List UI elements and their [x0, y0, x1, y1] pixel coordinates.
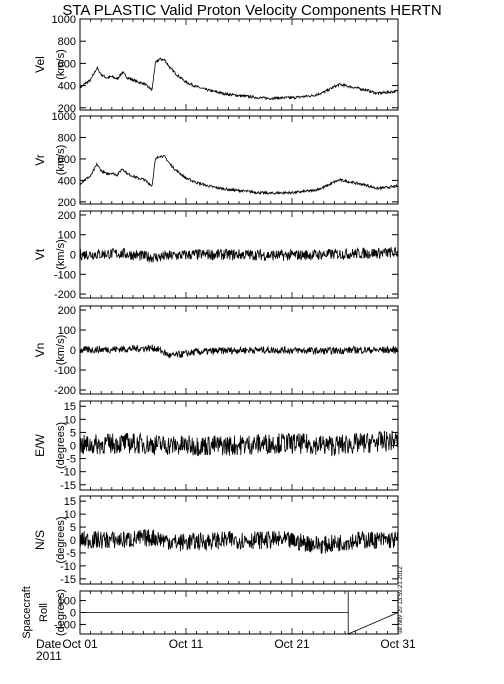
panel-ns-ytick-label: 5: [70, 522, 76, 534]
x-tick-label: Oct 31: [380, 637, 416, 651]
x-tick-label: Oct 21: [274, 637, 310, 651]
x-tick-label: Oct 01: [62, 637, 98, 651]
panel-vr-series-line: [79, 154, 399, 196]
panel-ew-unit: (degrees): [55, 422, 67, 469]
panel-roll-label2: Roll: [38, 603, 50, 622]
panel-vel-ytick-label: 1000: [52, 14, 76, 26]
panel-vn-series-line: [79, 344, 399, 359]
panel-ns-ytick-label: 15: [64, 496, 76, 508]
panel-vr-unit: (km/s): [55, 145, 67, 176]
panel-ns-ytick-label: -15: [60, 574, 76, 586]
panel-vt-unit: (km/s): [55, 239, 67, 270]
panel-ew-ytick-label: -5: [66, 454, 76, 466]
panel-vt-series-line: [79, 246, 399, 263]
panel-ew-ytick-label: -15: [60, 480, 76, 492]
panel-vt-ytick-label: 100: [58, 230, 76, 242]
panel-ns-ytick-label: -5: [66, 548, 76, 560]
panel-ns-ytick-label: 0: [70, 535, 76, 547]
panel-ns-ytick-label: 10: [64, 509, 76, 521]
panel-roll-series-line: [80, 591, 399, 635]
panel-vr-label: Vr: [33, 154, 47, 166]
panel-vn-label: Vn: [33, 343, 47, 358]
panel-roll-ytick-label: 0: [70, 608, 76, 620]
panel-ew-series-line: [79, 430, 399, 457]
panel-vr-ytick-label: 600: [58, 154, 76, 166]
panel-vt-ytick-label: 0: [70, 250, 76, 262]
panel-roll-label: Spacecraft: [21, 586, 33, 639]
panel-vel-unit: (km/s): [55, 49, 67, 80]
x-tick-label: Oct 11: [169, 637, 204, 651]
year-label: 2011: [36, 649, 62, 663]
date-label: Date: [36, 637, 62, 651]
panel-vt-ytick-label: -100: [54, 269, 76, 281]
panel-vr-ytick-label: 200: [58, 197, 76, 209]
panel-vt-ytick-label: 200: [58, 210, 76, 222]
panel-ew-label: E/W: [33, 433, 47, 456]
panel-vel-label: Vel: [33, 56, 47, 73]
panel-vr-ytick-label: 1000: [52, 111, 76, 123]
timestamp: ue Nov 20 13:59:21 2012: [398, 566, 404, 634]
panel-vel-ytick-label: 800: [58, 36, 76, 48]
panel-vn-ytick-label: -200: [54, 385, 76, 397]
panel-vn-ytick-label: 200: [58, 305, 76, 317]
panel-vel-ytick-label: 200: [58, 103, 76, 115]
panel-vel-ytick-label: 400: [58, 81, 76, 93]
panel-vn-unit: (km/s): [55, 335, 67, 366]
panel-vr-ytick-label: 800: [58, 132, 76, 144]
panel-vel-ytick-label: 600: [58, 58, 76, 70]
panel-vel-frame: [79, 18, 399, 111]
panel-roll-ytick-label: -100: [54, 619, 76, 631]
panel-vn-ytick-label: 0: [70, 345, 76, 357]
panel-ew-ytick-label: 15: [64, 401, 76, 413]
panel-vt-ytick-label: -200: [54, 289, 76, 301]
panel-ew-ytick-label: -10: [60, 467, 76, 479]
panel-ew-ytick-label: 10: [64, 414, 76, 426]
panel-vn-ytick-label: -100: [54, 365, 76, 377]
panel-roll-ytick-label: 100: [58, 596, 76, 608]
panel-ns-label: N/S: [33, 530, 47, 550]
panel-vel-series-line: [79, 57, 399, 101]
panel-ns-series-line: [79, 529, 399, 554]
chart-title: STA PLASTIC Valid Proton Velocity Compon…: [62, 2, 442, 19]
panel-ns-ytick-label: -10: [60, 561, 76, 573]
panel-ns-unit: (degrees): [55, 516, 67, 563]
panel-vn-ytick-label: 100: [58, 325, 76, 337]
panel-vr-ytick-label: 400: [58, 175, 76, 187]
panel-roll-unit: (degrees): [55, 589, 67, 636]
panel-ew-ytick-label: 5: [70, 427, 76, 439]
panel-vt-label: Vt: [33, 248, 47, 260]
panel-ew-ytick-label: 0: [70, 441, 76, 453]
